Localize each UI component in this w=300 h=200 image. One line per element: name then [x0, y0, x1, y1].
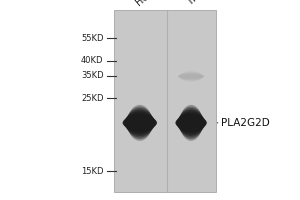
Ellipse shape	[124, 111, 155, 134]
Ellipse shape	[127, 106, 153, 139]
Ellipse shape	[179, 106, 203, 139]
Text: THP-1: THP-1	[185, 0, 213, 8]
Ellipse shape	[178, 73, 204, 80]
Ellipse shape	[176, 115, 206, 131]
Text: 55KD: 55KD	[81, 34, 103, 43]
Text: 35KD: 35KD	[81, 71, 103, 80]
Ellipse shape	[124, 113, 156, 133]
Ellipse shape	[177, 111, 205, 134]
Ellipse shape	[180, 71, 202, 82]
Ellipse shape	[178, 110, 204, 136]
Ellipse shape	[123, 115, 156, 131]
Ellipse shape	[177, 113, 206, 133]
Text: HeLa: HeLa	[134, 0, 160, 8]
Bar	[114, 10, 216, 192]
Ellipse shape	[175, 116, 207, 129]
Ellipse shape	[123, 116, 157, 129]
Ellipse shape	[179, 72, 203, 81]
Text: 40KD: 40KD	[81, 56, 103, 65]
Ellipse shape	[178, 74, 205, 79]
Text: 25KD: 25KD	[81, 94, 103, 103]
Ellipse shape	[126, 108, 154, 138]
Text: PLA2G2D: PLA2G2D	[218, 118, 269, 128]
Ellipse shape	[180, 105, 202, 141]
Ellipse shape	[178, 108, 204, 138]
Ellipse shape	[180, 72, 202, 81]
Text: 15KD: 15KD	[81, 167, 103, 176]
Ellipse shape	[125, 110, 154, 136]
Ellipse shape	[128, 105, 152, 141]
